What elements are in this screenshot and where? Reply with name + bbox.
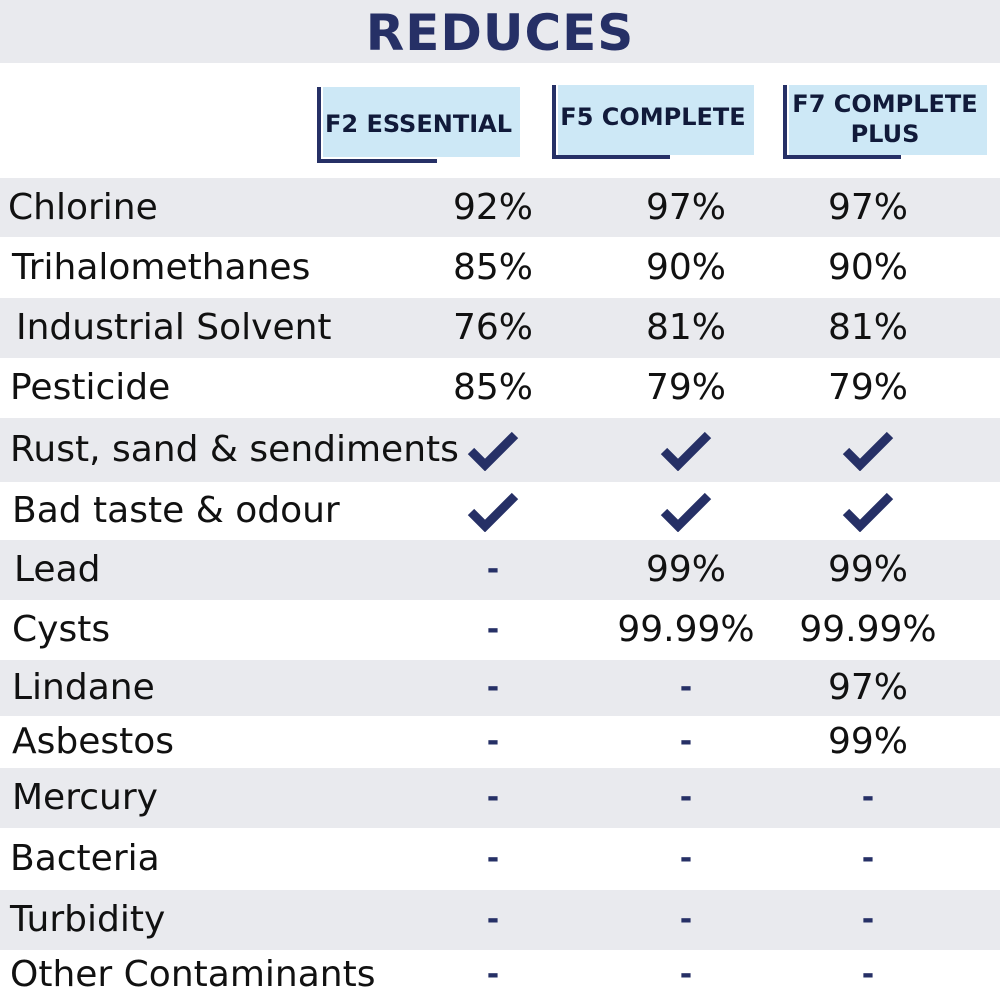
not-applicable-dash: - [486, 841, 500, 876]
check-icon [413, 489, 573, 533]
contaminant-name: Bacteria [10, 838, 160, 879]
contaminant-name: Industrial Solvent [16, 307, 332, 348]
contaminant-name: Chlorine [8, 187, 158, 228]
header-f2-essential: F2 ESSENTIAL [317, 87, 520, 163]
page-title: REDUCES [365, 4, 635, 62]
reduction-value: 85% [452, 247, 533, 288]
contaminant-name: Other Contaminants [10, 954, 376, 995]
not-applicable-dash: - [486, 902, 500, 937]
not-applicable-dash: - [679, 724, 693, 759]
contaminant-name: Turbidity [10, 899, 166, 940]
header-label-line2: PLUS [850, 120, 920, 148]
contaminant-name: Trihalomethanes [12, 247, 311, 288]
reduction-value: 99% [827, 549, 908, 590]
not-applicable-dash: - [861, 957, 875, 992]
not-applicable-dash: - [679, 670, 693, 705]
table-row: Industrial Solvent 76% 81% 81% [0, 298, 1000, 358]
check-icon [606, 489, 766, 533]
reduction-value: 97% [827, 187, 908, 228]
table-row: Turbidity - - - [0, 890, 1000, 950]
reduction-value: 97% [827, 667, 908, 708]
reduction-value: 99.99% [799, 609, 937, 650]
reduction-value: 81% [645, 307, 726, 348]
not-applicable-dash: - [861, 902, 875, 937]
table-row: Mercury - - - [0, 768, 1000, 828]
table-row: Bacteria - - - [0, 828, 1000, 890]
check-icon [788, 428, 948, 472]
check-icon [788, 489, 948, 533]
contaminant-name: Lead [14, 549, 101, 590]
reduction-value: 92% [452, 187, 533, 228]
not-applicable-dash: - [486, 957, 500, 992]
reduction-value: 99% [827, 721, 908, 762]
contaminant-name: Lindane [12, 667, 155, 708]
reduction-value: 76% [452, 307, 533, 348]
reduction-value: 90% [645, 247, 726, 288]
contaminant-name: Pesticide [10, 367, 171, 408]
contaminant-name: Asbestos [12, 721, 175, 762]
not-applicable-dash: - [486, 552, 500, 587]
not-applicable-dash: - [679, 841, 693, 876]
header-label: F2 ESSENTIAL [325, 110, 512, 138]
table-row: Pesticide 85% 79% 79% [0, 358, 1000, 418]
check-icon [606, 428, 766, 472]
not-applicable-dash: - [679, 957, 693, 992]
table-row: Lead - 99% 99% [0, 540, 1000, 600]
not-applicable-dash: - [861, 841, 875, 876]
reduction-value: 81% [827, 307, 908, 348]
reduction-value: 85% [452, 367, 533, 408]
table-row: Chlorine 92% 97% 97% [0, 178, 1000, 237]
not-applicable-dash: - [486, 670, 500, 705]
header-f7-complete-plus: F7 COMPLETE PLUS [783, 85, 987, 159]
not-applicable-dash: - [679, 780, 693, 815]
table-row: Bad taste & odour [0, 482, 1000, 540]
not-applicable-dash: - [486, 612, 500, 647]
table-row: Rust, sand & sendiments [0, 418, 1000, 482]
reduction-value: 79% [645, 367, 726, 408]
header-label-line1: F7 COMPLETE [792, 90, 978, 118]
header-f5-complete: F5 COMPLETE [552, 85, 754, 159]
not-applicable-dash: - [679, 902, 693, 937]
contaminant-name: Mercury [12, 777, 158, 818]
table-row: Trihalomethanes 85% 90% 90% [0, 237, 1000, 298]
check-icon [413, 428, 573, 472]
contaminant-name: Rust, sand & sendiments [10, 429, 459, 470]
header-label: F5 COMPLETE [560, 103, 746, 131]
not-applicable-dash: - [486, 724, 500, 759]
not-applicable-dash: - [486, 780, 500, 815]
table-row: Cysts - 99.99% 99.99% [0, 600, 1000, 660]
reduction-value: 99% [645, 549, 726, 590]
title-band [0, 0, 1000, 63]
table-row: Other Contaminants - - - [0, 950, 1000, 1000]
reduction-value: 97% [645, 187, 726, 228]
reduction-value: 90% [827, 247, 908, 288]
contaminant-name: Cysts [12, 609, 111, 650]
not-applicable-dash: - [861, 780, 875, 815]
contaminant-name: Bad taste & odour [12, 490, 340, 531]
reduction-value: 99.99% [617, 609, 755, 650]
table-row: Asbestos - - 99% [0, 716, 1000, 768]
reduction-value: 79% [827, 367, 908, 408]
table-row: Lindane - - 97% [0, 660, 1000, 716]
